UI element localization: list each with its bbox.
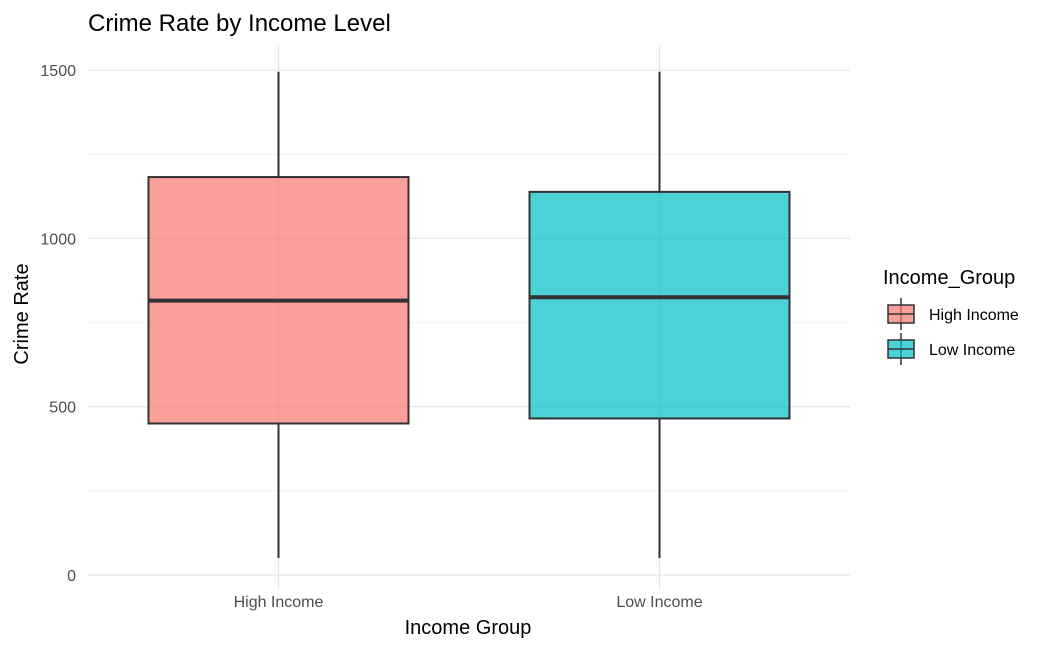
x-tick-labels: High Income Low Income — [234, 594, 703, 611]
box-body — [528, 190, 791, 420]
chart-title: Crime Rate by Income Level — [88, 10, 391, 37]
y-axis-title: Crime Rate — [11, 263, 33, 364]
y-tick-label: 1000 — [40, 231, 76, 248]
legend-label: High Income — [929, 307, 1019, 324]
x-axis-title: Income Group — [405, 617, 532, 639]
x-tick-label: Low Income — [616, 594, 702, 611]
box-2 — [528, 71, 791, 559]
y-tick-label: 500 — [49, 400, 76, 417]
x-tick-label: High Income — [234, 594, 324, 611]
y-tick-label: 1500 — [40, 63, 76, 80]
boxes — [147, 71, 791, 559]
legend-key-2 — [887, 333, 915, 365]
legend-title: Income_Group — [883, 267, 1015, 289]
legend-key-1 — [887, 298, 915, 330]
legend-label: Low Income — [929, 342, 1015, 359]
box-1 — [147, 71, 410, 559]
legend: Income_Group High Income Low Income — [883, 267, 1019, 365]
y-tick-labels: 0 500 1000 1500 — [40, 63, 76, 585]
y-tick-label: 0 — [67, 568, 76, 585]
